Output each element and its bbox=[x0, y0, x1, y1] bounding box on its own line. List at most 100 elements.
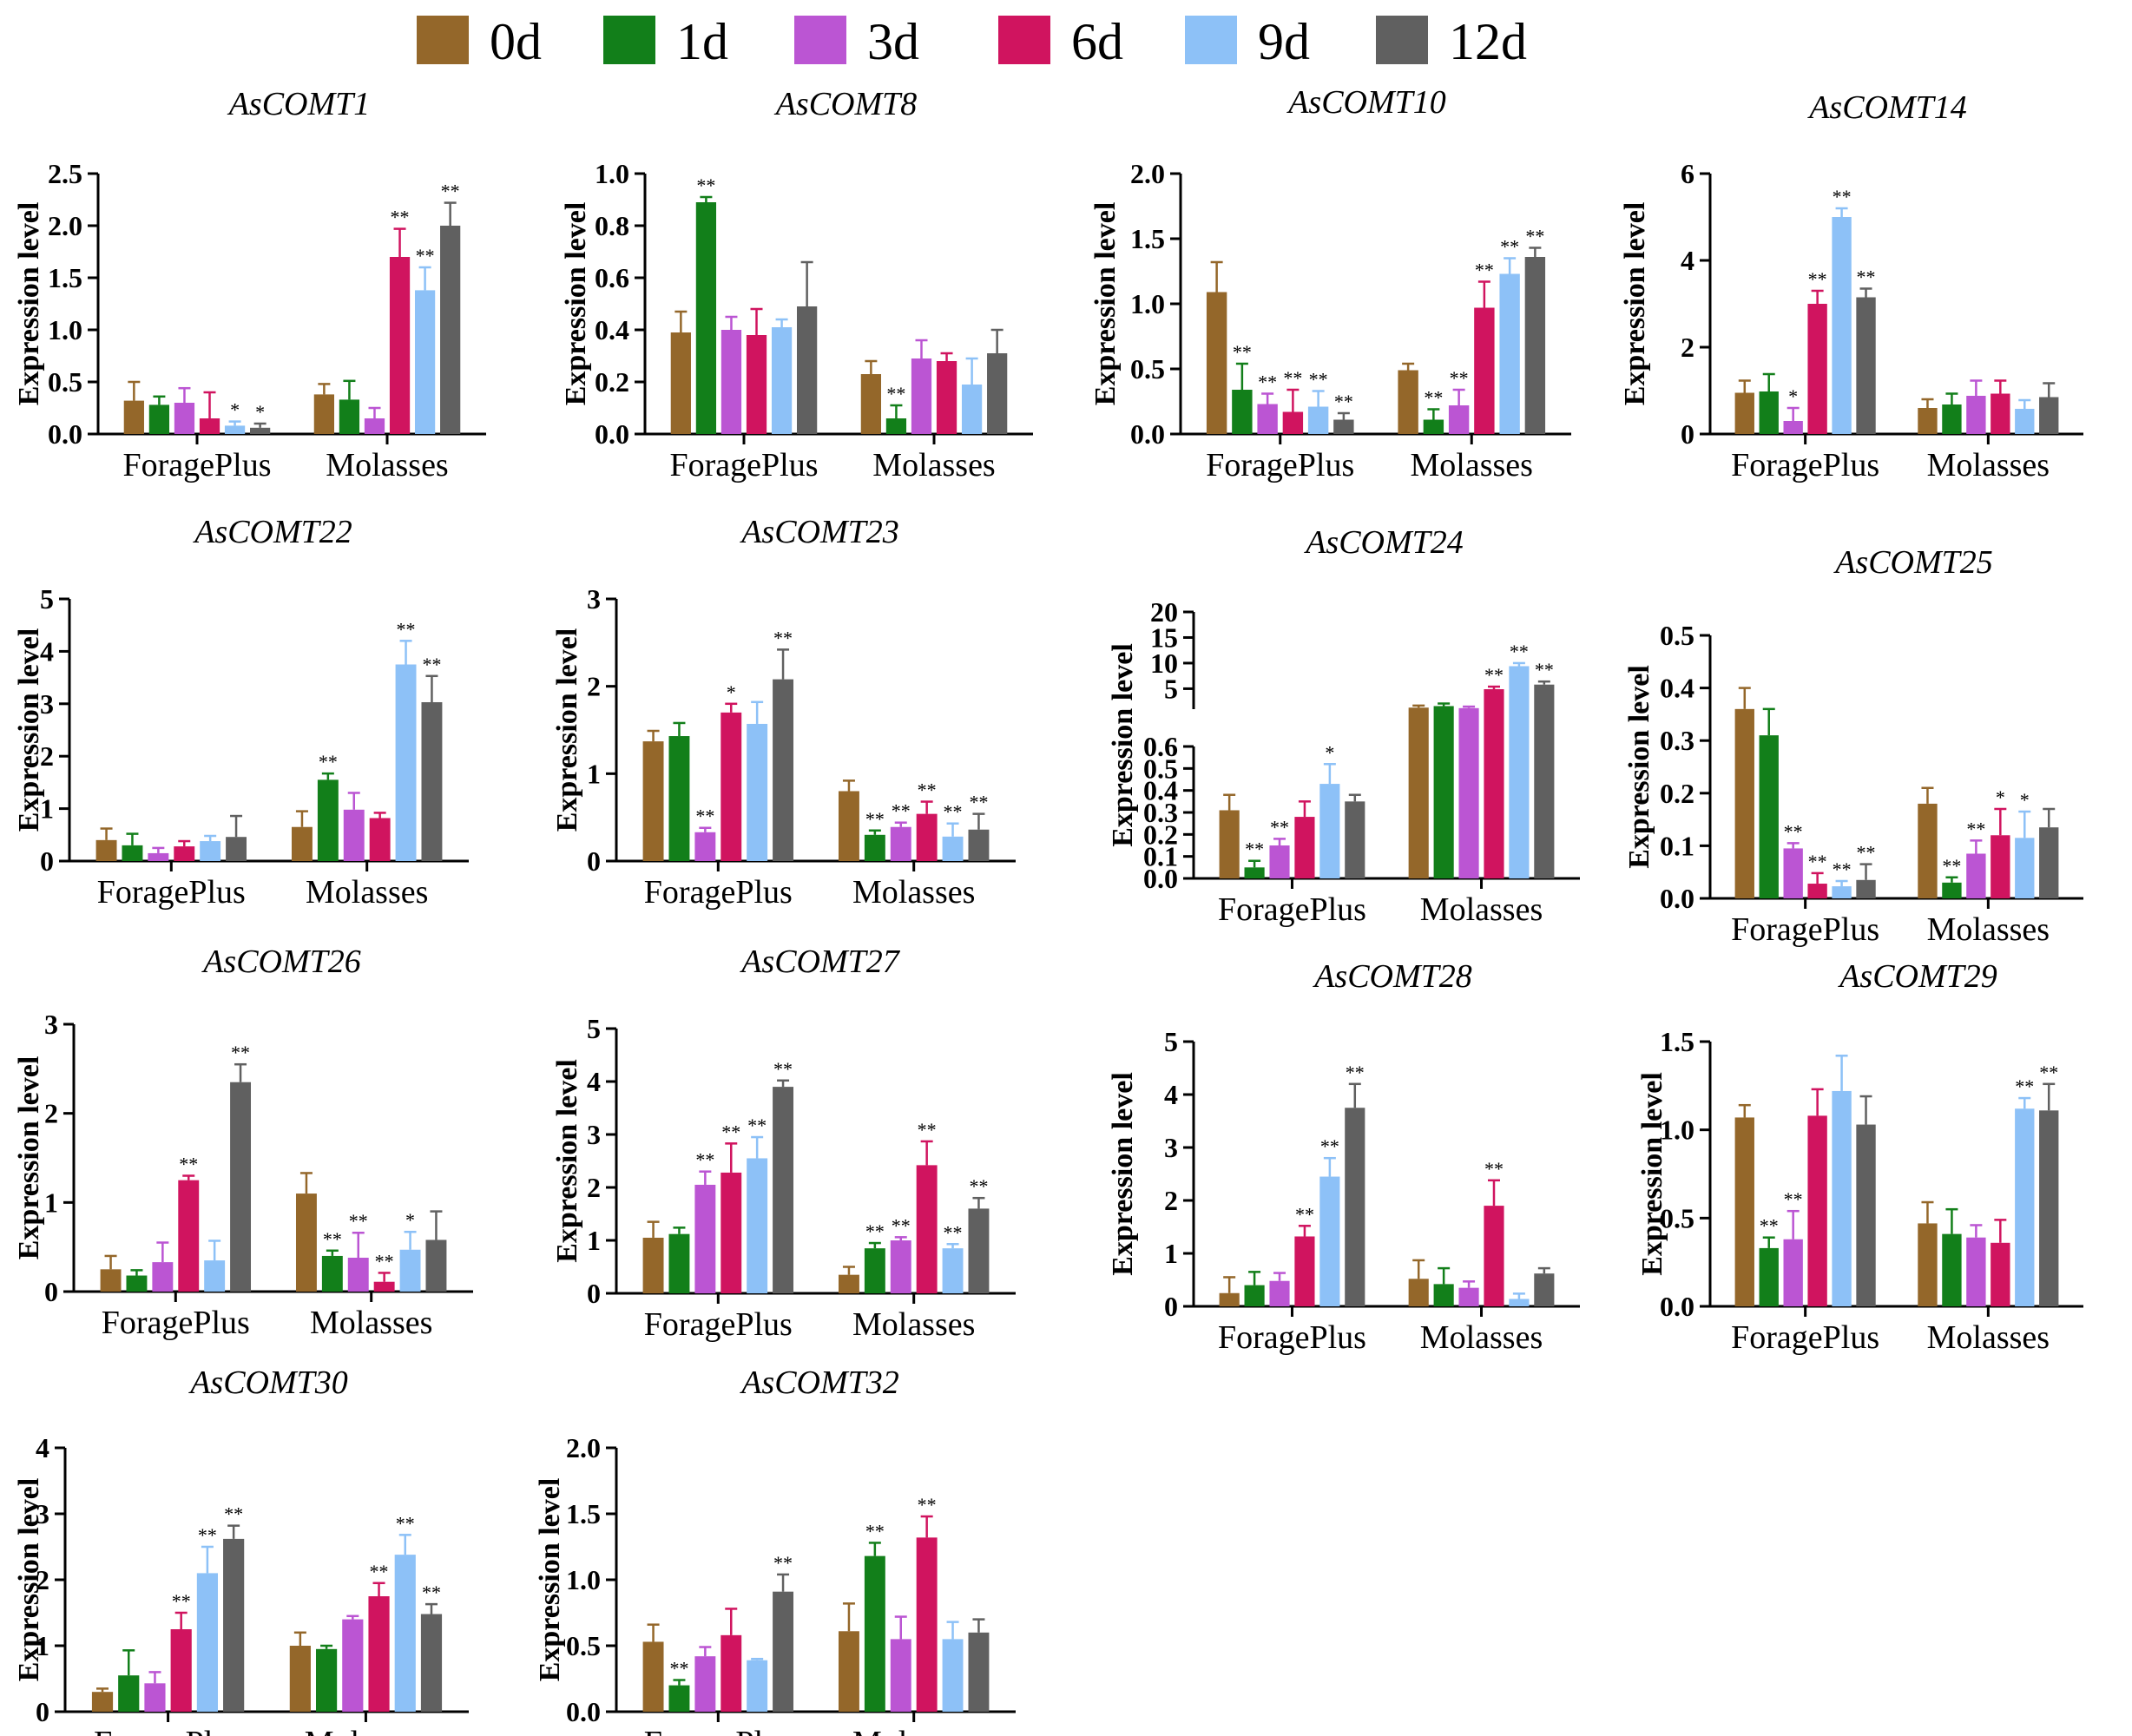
bar-12d-Molasses bbox=[2039, 397, 2059, 434]
bar-12d-Molasses bbox=[1534, 1273, 1555, 1306]
bar-12d-ForagePlus bbox=[1345, 1108, 1365, 1306]
bar-1d-Molasses bbox=[315, 1648, 338, 1712]
y-tick-label: 2 bbox=[44, 1098, 58, 1129]
bar-6d-ForagePlus bbox=[1282, 411, 1304, 434]
bar-6d-ForagePlus bbox=[721, 1634, 742, 1712]
bar-3d-ForagePlus bbox=[694, 832, 716, 861]
bar-3d-Molasses bbox=[364, 418, 385, 434]
y-axis-label: Expression level bbox=[13, 1056, 45, 1260]
bar-3d-Molasses bbox=[1448, 405, 1470, 434]
bar-1d-ForagePlus bbox=[148, 404, 170, 434]
significance-label: ** bbox=[918, 779, 937, 801]
chart-title: AsCOMT22 bbox=[192, 514, 352, 550]
y-tick-label: 5 bbox=[40, 583, 54, 615]
bar-9d-Molasses bbox=[2015, 1108, 2035, 1306]
significance-label: ** bbox=[695, 1149, 714, 1171]
bar-9d-Molasses bbox=[942, 1248, 964, 1293]
y-tick-label: 0 bbox=[36, 1696, 49, 1727]
significance-label: ** bbox=[1525, 226, 1544, 247]
y-tick-label: 1.5 bbox=[48, 262, 82, 293]
bar-12d-Molasses bbox=[968, 829, 990, 861]
legend-swatch-6d bbox=[998, 16, 1050, 64]
y-tick-label: 0.5 bbox=[48, 366, 82, 398]
significance-label: * bbox=[727, 681, 736, 703]
bar-12d-Molasses bbox=[987, 353, 1008, 434]
y-tick-label: 6 bbox=[1681, 158, 1694, 189]
bar-1d-Molasses bbox=[864, 834, 885, 861]
bar-6d-ForagePlus bbox=[199, 418, 220, 434]
y-tick-label: 0.5 bbox=[1143, 753, 1178, 784]
bar-3d-Molasses bbox=[1966, 396, 1986, 434]
y-axis-label: Expression level bbox=[551, 628, 583, 832]
bar-12d-ForagePlus bbox=[1333, 419, 1354, 434]
bar-9d-ForagePlus bbox=[747, 1158, 768, 1293]
bar-0d-ForagePlus bbox=[1219, 810, 1240, 878]
significance-label: ** bbox=[1833, 186, 1852, 207]
significance-label: ** bbox=[391, 207, 410, 228]
y-tick-label: 2.0 bbox=[48, 210, 82, 241]
bar-3d-ForagePlus bbox=[1257, 404, 1278, 434]
bar-3d-ForagePlus bbox=[1783, 1239, 1803, 1306]
y-tick-label: 1 bbox=[587, 1225, 601, 1256]
bar-1d-ForagePlus bbox=[668, 1233, 690, 1293]
legend: 0d 1d 3d 6d 9d 12d bbox=[417, 13, 1527, 70]
bar-0d-ForagePlus bbox=[100, 1269, 122, 1292]
y-tick-label: 2 bbox=[587, 1172, 601, 1203]
y-axis-label: Expression level bbox=[13, 628, 45, 832]
y-tick-label: 2 bbox=[1681, 332, 1694, 363]
significance-label: ** bbox=[198, 1524, 217, 1546]
bar-1d-Molasses bbox=[1942, 882, 1962, 898]
bar-1d-Molasses bbox=[885, 418, 907, 434]
y-tick-label: 10 bbox=[1150, 648, 1178, 679]
chart-AsCOMT30: AsCOMT30 Expression level 0 1 2 3 4 ForagePlus *… bbox=[13, 1364, 469, 1736]
x-category-label: ForagePlus bbox=[97, 874, 246, 911]
y-tick-label: 1 bbox=[587, 758, 601, 789]
bar-3d-Molasses bbox=[343, 809, 365, 861]
y-tick-label: 4 bbox=[1164, 1079, 1178, 1110]
y-tick-label: 0.0 bbox=[48, 418, 82, 450]
significance-label: ** bbox=[397, 618, 416, 640]
y-tick-label: 0.6 bbox=[1143, 731, 1178, 762]
bar-3d-Molasses bbox=[890, 1639, 911, 1712]
legend-swatch-9d bbox=[1185, 16, 1237, 64]
bar-9d-Molasses bbox=[1499, 273, 1520, 434]
bar-0d-Molasses bbox=[1408, 1279, 1429, 1306]
significance-label: ** bbox=[224, 1503, 243, 1525]
bar-12d-ForagePlus bbox=[773, 1087, 794, 1293]
significance-label: ** bbox=[1760, 1215, 1779, 1237]
significance-label: ** bbox=[323, 1228, 342, 1250]
significance-label: * bbox=[405, 1209, 415, 1231]
bar-6d-Molasses bbox=[916, 813, 938, 861]
significance-label: ** bbox=[370, 1561, 389, 1582]
chart-title: AsCOMT25 bbox=[1833, 544, 1993, 581]
significance-label: * bbox=[230, 399, 240, 421]
bar-9d-ForagePlus bbox=[1319, 1176, 1340, 1306]
bar-6d-ForagePlus bbox=[746, 335, 767, 434]
y-tick-label: 0.0 bbox=[1130, 418, 1165, 450]
significance-label: ** bbox=[892, 1214, 911, 1236]
bar-6d-ForagePlus bbox=[1807, 1115, 1827, 1306]
bar-12d-Molasses bbox=[425, 1240, 447, 1292]
significance-label: ** bbox=[865, 808, 885, 830]
significance-label: ** bbox=[918, 1494, 937, 1516]
bar-6d-ForagePlus bbox=[721, 712, 742, 861]
bar-9d-Molasses bbox=[942, 836, 964, 861]
bar-1d-Molasses bbox=[339, 399, 360, 434]
bar-6d-Molasses bbox=[1484, 689, 1504, 878]
significance-label: ** bbox=[441, 181, 460, 202]
bar-3d-ForagePlus bbox=[694, 1184, 716, 1293]
bar-9d-Molasses bbox=[961, 385, 983, 434]
significance-label: ** bbox=[918, 1119, 937, 1141]
y-tick-label: 0.5 bbox=[566, 1630, 601, 1661]
y-tick-label: 0 bbox=[44, 1276, 58, 1307]
y-tick-label: 0.6 bbox=[595, 262, 629, 293]
bar-1d-Molasses bbox=[317, 779, 339, 861]
y-tick-label: 0.2 bbox=[1660, 778, 1694, 809]
bar-12d-Molasses bbox=[968, 1632, 990, 1712]
y-tick-label: 3 bbox=[40, 688, 54, 720]
